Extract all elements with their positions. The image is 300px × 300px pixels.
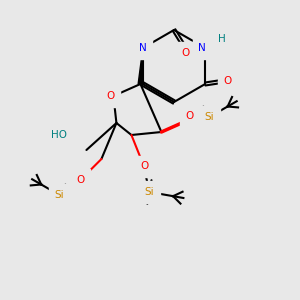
Text: N: N <box>139 43 147 53</box>
Text: O: O <box>186 111 194 122</box>
Text: O: O <box>106 91 115 101</box>
Text: O: O <box>224 76 232 86</box>
Text: N: N <box>198 43 206 53</box>
Text: O: O <box>141 161 149 172</box>
Text: HO: HO <box>51 130 68 140</box>
Text: Si: Si <box>205 112 214 122</box>
Text: O: O <box>182 47 190 58</box>
Text: O: O <box>76 175 85 185</box>
Text: Si: Si <box>145 187 154 197</box>
Text: Si: Si <box>55 190 64 200</box>
Text: H: H <box>218 34 226 44</box>
Polygon shape <box>138 48 143 84</box>
